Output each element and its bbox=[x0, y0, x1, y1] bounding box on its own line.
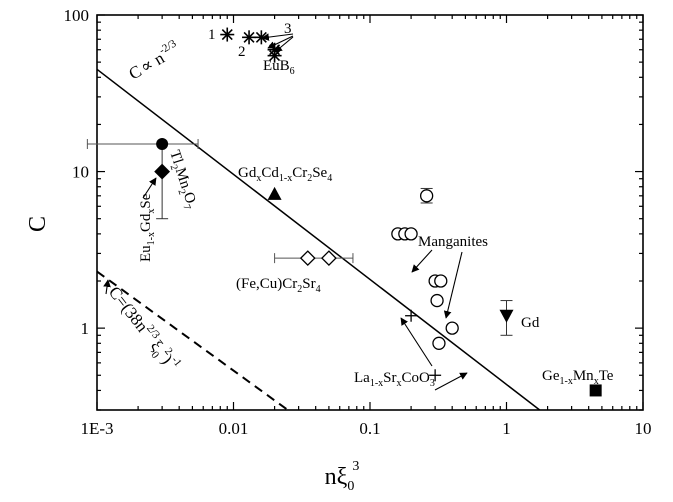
point-eub6 bbox=[220, 27, 235, 42]
power-law-line bbox=[97, 68, 541, 410]
label-2: 2 bbox=[238, 44, 246, 60]
x-tick-label: 0.01 bbox=[219, 419, 249, 438]
point-gd bbox=[499, 309, 514, 323]
label-3: 3 bbox=[284, 21, 292, 37]
point-la1-xsrxcoo3 bbox=[429, 369, 442, 382]
asterisk-stroke bbox=[221, 29, 233, 41]
point-manganites bbox=[432, 336, 446, 350]
point-manganites bbox=[404, 227, 418, 241]
arrow-la-sr-coo3-b bbox=[434, 372, 468, 391]
tick-labels: 1E-3 0.01 0.1 1 10 1 10 100 bbox=[64, 6, 652, 438]
y-tick-label: 10 bbox=[72, 163, 89, 182]
point-la1-xsrxcoo3 bbox=[405, 309, 418, 322]
point-eub6 bbox=[242, 30, 257, 45]
y-axis-title: C bbox=[25, 216, 51, 232]
x-tick-label: 1E-3 bbox=[80, 419, 113, 438]
x-tick-label: 0.1 bbox=[359, 419, 380, 438]
point-manganites bbox=[419, 189, 434, 203]
asterisk-stroke bbox=[243, 31, 255, 43]
trend-lines bbox=[97, 68, 541, 410]
point-manganites bbox=[434, 274, 448, 288]
arrow-3-to-point-b bbox=[267, 35, 294, 49]
point--fe-cu-cr2sr4 bbox=[320, 250, 337, 267]
x-tick-label: 1 bbox=[502, 419, 511, 438]
annotation-arrows bbox=[103, 33, 468, 391]
point-eu1-xgdxse bbox=[154, 163, 171, 180]
label-manganites: Manganites bbox=[418, 234, 488, 250]
arrow-eu-gd-se bbox=[142, 177, 157, 199]
x-tick-label: 10 bbox=[635, 419, 652, 438]
plot-frame bbox=[96, 14, 644, 411]
point-manganites bbox=[430, 293, 444, 308]
point-tl2mn2o7 bbox=[156, 137, 169, 150]
label-fecu: (Fe,Cu)Cr2Sr4 bbox=[236, 276, 321, 295]
label-ge-mn-te: Ge1-xMnxTe bbox=[542, 368, 614, 387]
label-la-sr-coo3: La1-xSrxCoO3 bbox=[354, 370, 435, 389]
arrow-3-to-point-c bbox=[274, 36, 294, 53]
arrow-manganites-a bbox=[411, 249, 433, 273]
arrow-manganites-b bbox=[443, 251, 463, 319]
point--fe-cu-cr2sr4 bbox=[299, 250, 316, 267]
label-1: 1 bbox=[208, 27, 216, 43]
arrow-dashed-label bbox=[103, 279, 111, 295]
x-axis-title: nξ03 bbox=[325, 459, 360, 494]
point-gdxcd1-xcr2se4 bbox=[267, 186, 282, 200]
label-c-prop-n: C∝ n-2/3 bbox=[125, 37, 184, 83]
point-manganites bbox=[445, 321, 459, 335]
label-eub6: EuB6 bbox=[263, 58, 295, 77]
data-points bbox=[154, 27, 602, 397]
dashed-line bbox=[97, 270, 289, 410]
point-ge1-xmnxte bbox=[589, 384, 602, 397]
label-dashed-line: C=(38n2/3ξ02)-1 bbox=[102, 282, 184, 377]
arrow-3-to-point-a bbox=[261, 33, 294, 41]
arrow-la-sr-coo3 bbox=[400, 317, 433, 367]
label-eu-gd-se: Eu1-xGdxSe bbox=[138, 193, 157, 262]
label-gdcdcrse: GdxCd1-xCr2Se4 bbox=[238, 165, 332, 184]
y-tick-label: 100 bbox=[64, 6, 90, 25]
y-tick-label: 1 bbox=[81, 319, 90, 338]
label-gd: Gd bbox=[521, 315, 540, 331]
axis-ticks bbox=[96, 14, 644, 411]
label-tl2mn2o7: Tl2Mn2O7 bbox=[163, 148, 200, 211]
